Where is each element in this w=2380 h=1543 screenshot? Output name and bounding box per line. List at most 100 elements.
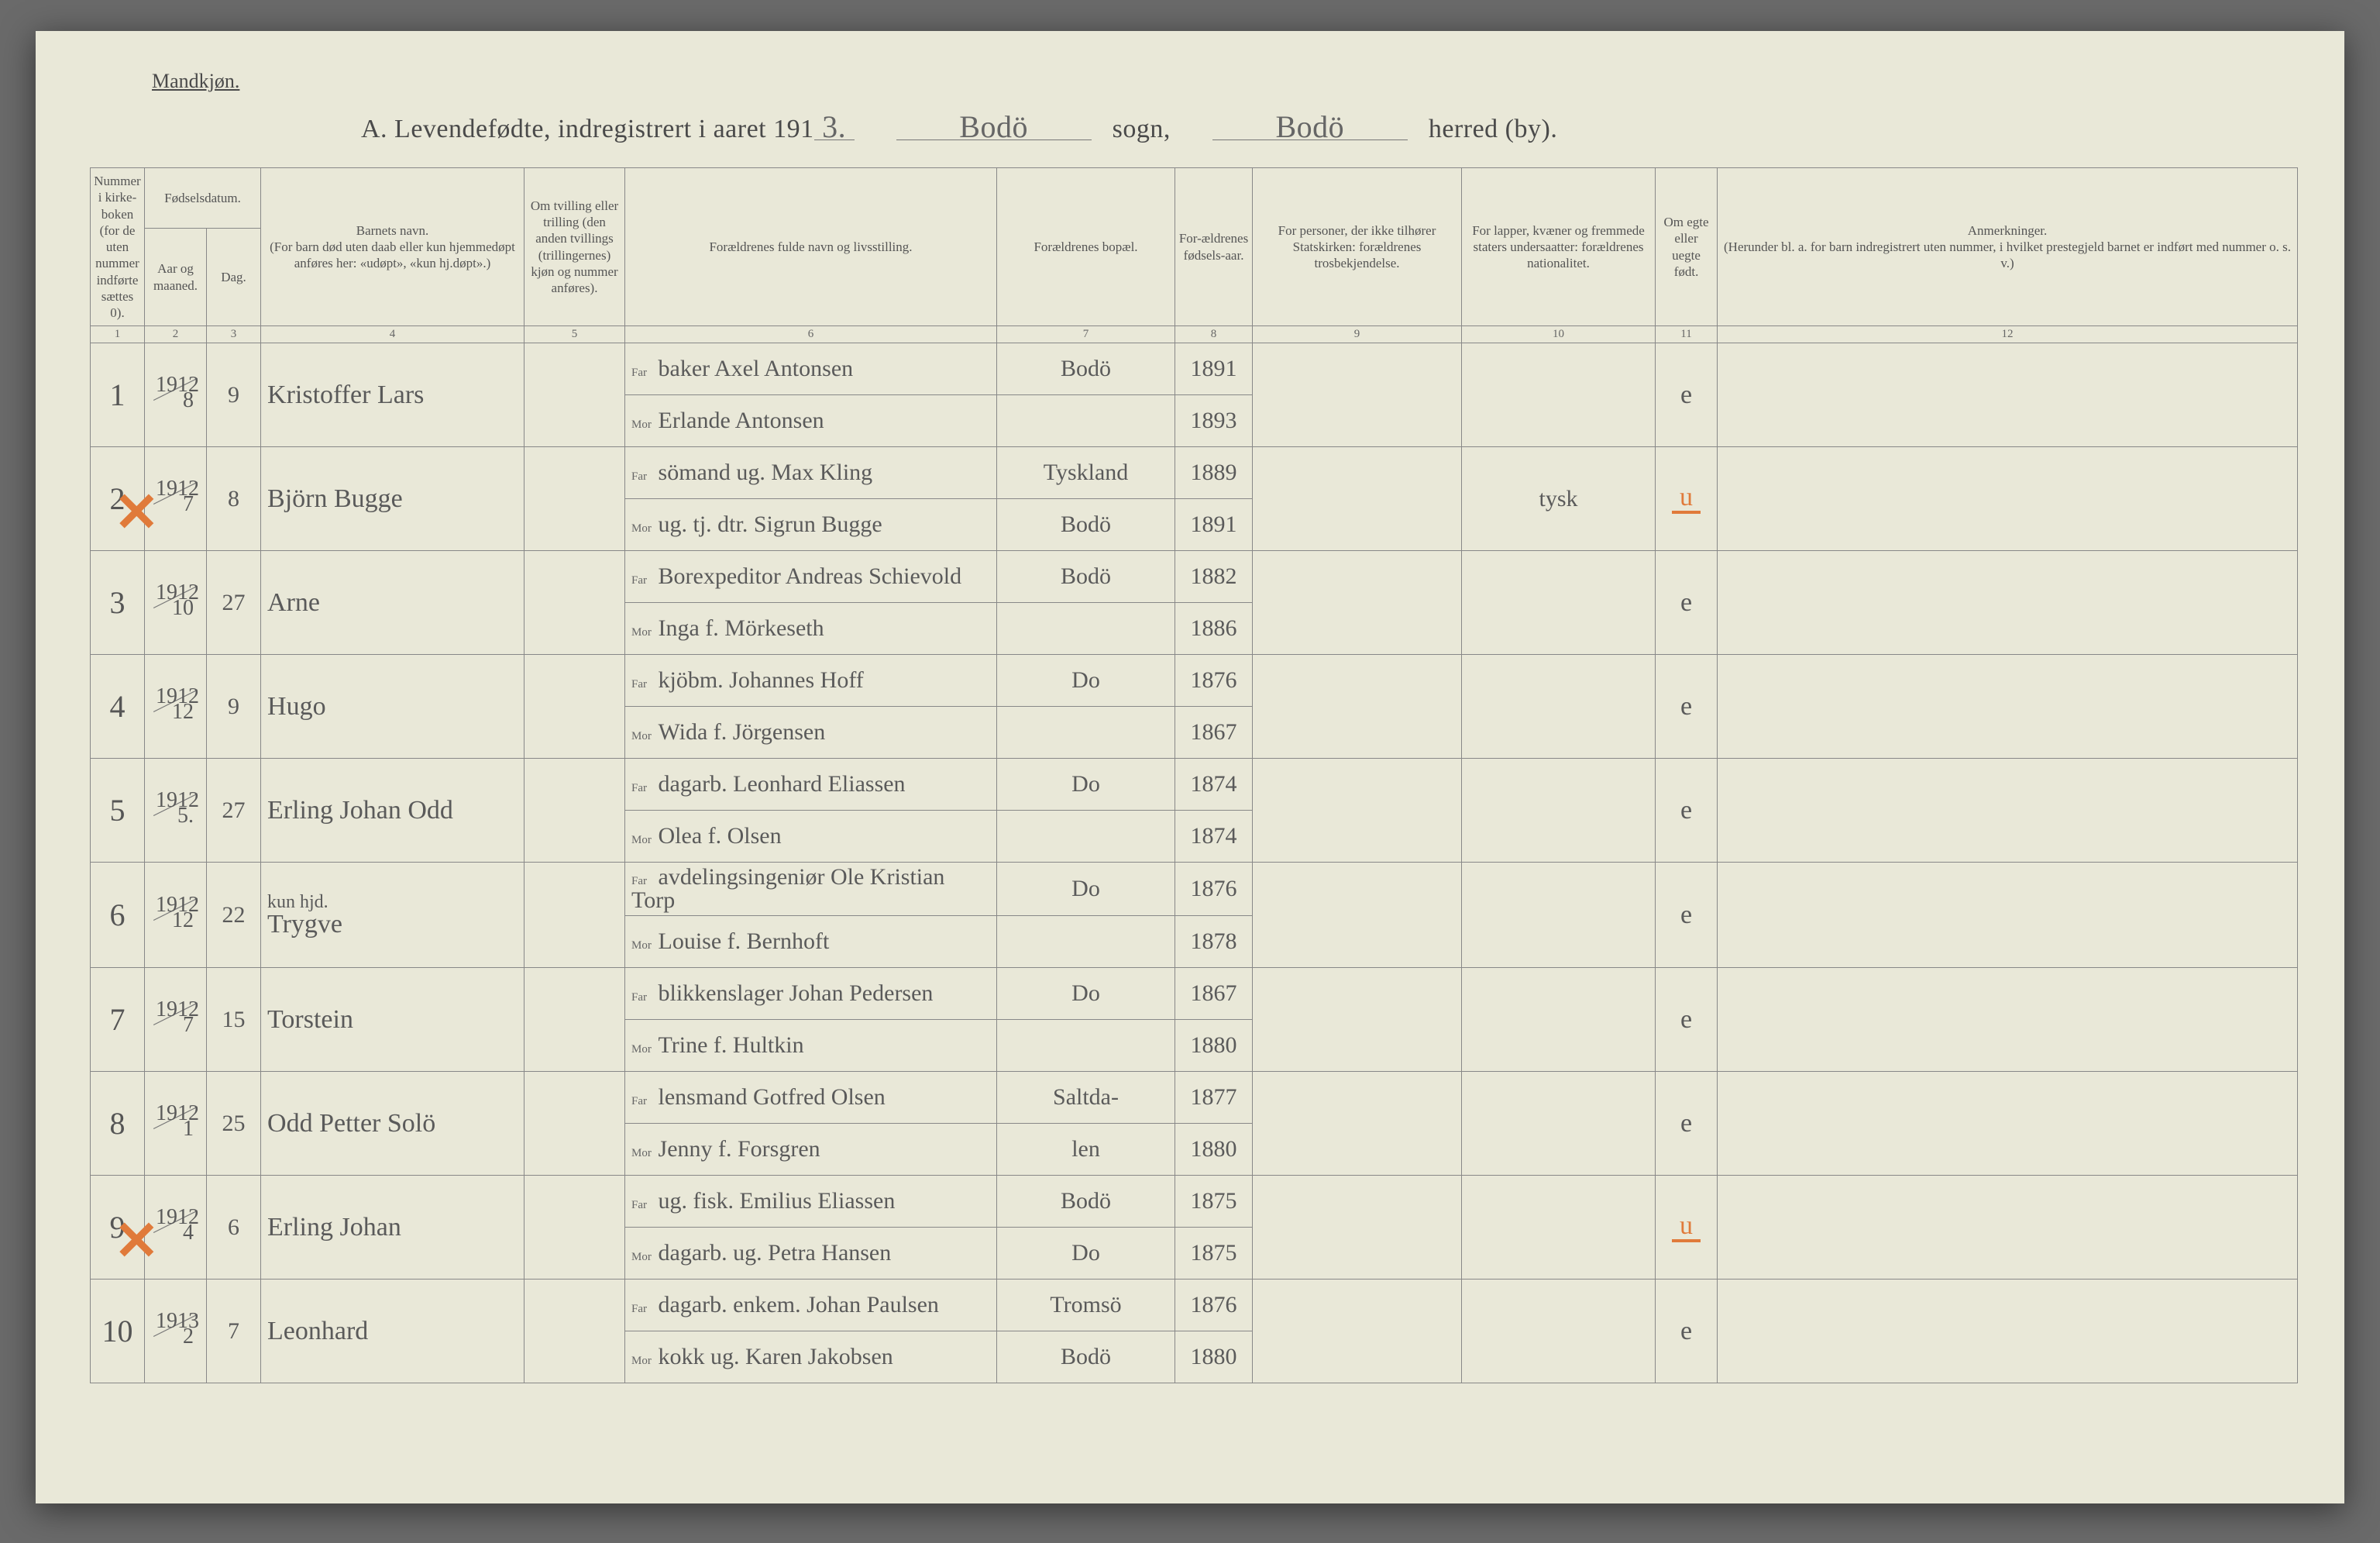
father-cell: Far lensmand Gotfred Olsen (625, 1072, 997, 1124)
mother-birthyear: 1875 (1175, 1228, 1253, 1280)
mother-place-value: Bodö (1061, 511, 1111, 537)
father-cell: Far sömand ug. Max Kling (625, 447, 997, 499)
mother-birthyear-value: 1880 (1191, 1344, 1237, 1369)
legitimacy-value: u (1672, 1213, 1701, 1242)
nationality-cell (1462, 863, 1656, 968)
far-label: Far (631, 367, 655, 380)
child-name-cell: Arne (261, 551, 524, 655)
entry-number-value: 10 (102, 1314, 133, 1348)
far-label: Far (631, 1199, 655, 1212)
column-number-row: 1 2 3 4 5 6 7 8 9 10 11 12 (91, 326, 2298, 343)
father-birthyear-value: 1867 (1191, 980, 1237, 1006)
colnum: 6 (625, 326, 997, 343)
mother-cell: Mor Olea f. Olsen (625, 811, 997, 863)
birth-day-value: 22 (222, 902, 246, 928)
child-name-cell: Odd Petter Solö (261, 1072, 524, 1176)
religion-cell (1253, 343, 1462, 447)
birth-month: 4 (183, 1221, 194, 1245)
mother-name: Erlande Antonsen (659, 408, 824, 433)
father-birthyear-value: 1889 (1191, 460, 1237, 485)
father-name: blikkenslager Johan Pedersen (659, 980, 934, 1006)
title-line: A. Levendefødte, indregistrert i aaret 1… (361, 115, 2298, 144)
birth-day-value: 25 (222, 1111, 246, 1136)
birth-day-value: 9 (228, 694, 239, 719)
col-header-4: Barnets navn. (For barn død uten daab el… (261, 168, 524, 326)
mother-birthyear: 1893 (1175, 395, 1253, 447)
entry-number-value: 4 (110, 689, 126, 724)
father-birthyear-value: 1891 (1191, 356, 1237, 381)
remarks-cell (1718, 1280, 2298, 1383)
birth-day-value: 27 (222, 590, 246, 615)
mother-name: dagarb. ug. Petra Hansen (659, 1240, 892, 1266)
child-name: Erling Johan Odd (267, 796, 453, 825)
herred-label: herred (by). (1429, 115, 1557, 143)
entry-number: 5 (91, 759, 145, 863)
father-birthyear: 1876 (1175, 863, 1253, 916)
birth-month: 12 (172, 908, 194, 933)
mother-birthyear-value: 1874 (1191, 823, 1237, 849)
birth-day: 8 (207, 447, 261, 551)
father-birthyear-value: 1876 (1191, 876, 1237, 901)
colnum: 8 (1175, 326, 1253, 343)
mother-name: kokk ug. Karen Jakobsen (659, 1344, 893, 1369)
religion-cell (1253, 1072, 1462, 1176)
mother-birthyear: 1880 (1175, 1331, 1253, 1383)
father-place-value: Bodö (1061, 563, 1111, 589)
child-name: Kristoffer Lars (267, 381, 424, 409)
father-cell: Far blikkenslager Johan Pedersen (625, 968, 997, 1020)
nationality-cell (1462, 1280, 1656, 1383)
father-cell: Far dagarb. enkem. Johan Paulsen (625, 1280, 997, 1331)
legitimacy-cell: u (1656, 1176, 1718, 1280)
far-label: Far (631, 1095, 655, 1108)
birth-day: 25 (207, 1072, 261, 1176)
birth-year-month: 1912 8 (145, 343, 207, 447)
father-birthyear: 1876 (1175, 655, 1253, 707)
father-place: Tromsö (997, 1280, 1175, 1331)
father-place-value: Do (1071, 667, 1100, 693)
colnum: 4 (261, 326, 524, 343)
religion-cell (1253, 759, 1462, 863)
mother-cell: Mor kokk ug. Karen Jakobsen (625, 1331, 997, 1383)
nationality-value: tysk (1539, 486, 1578, 511)
birth-year-month: 1913 2 (145, 1280, 207, 1383)
nationality-cell (1462, 1072, 1656, 1176)
entry-number-value: 8 (110, 1106, 126, 1141)
entry-number: 9✕ (91, 1176, 145, 1280)
father-birthyear: 1875 (1175, 1176, 1253, 1228)
mother-birthyear-value: 1886 (1191, 615, 1237, 641)
table-row: 10 1913 2 7LeonhardFar dagarb. enkem. Jo… (91, 1280, 2298, 1331)
mother-birthyear-value: 1878 (1191, 928, 1237, 954)
register-table: Nummer i kirke-boken (for de uten nummer… (90, 167, 2298, 1383)
father-cell: Far avdelingsingeniør Ole Kristian Torp (625, 863, 997, 916)
legitimacy-cell: e (1656, 343, 1718, 447)
col-header-12: Anmerkninger. (Herunder bl. a. for barn … (1718, 168, 2298, 326)
herred-handwritten: Bodö (1212, 115, 1408, 140)
mother-birthyear-value: 1891 (1191, 511, 1237, 537)
mother-birthyear: 1878 (1175, 916, 1253, 968)
mor-label: Mor (631, 418, 655, 432)
mother-cell: Mor Jenny f. Forsgren (625, 1124, 997, 1176)
far-label: Far (631, 991, 655, 1004)
father-name: dagarb. enkem. Johan Paulsen (659, 1292, 939, 1317)
col-header-2-group: Fødselsdatum. (145, 168, 261, 229)
remarks-cell (1718, 551, 2298, 655)
entry-number: 6 (91, 863, 145, 968)
birth-day: 27 (207, 759, 261, 863)
col-header-1: Nummer i kirke-boken (for de uten nummer… (91, 168, 145, 326)
birth-day: 27 (207, 551, 261, 655)
mother-birthyear-value: 1875 (1191, 1240, 1237, 1266)
father-birthyear-value: 1875 (1191, 1188, 1237, 1214)
father-place: Do (997, 759, 1175, 811)
colnum: 10 (1462, 326, 1656, 343)
mor-label: Mor (631, 834, 655, 847)
table-row: 5 1912 5. 27Erling Johan OddFar dagarb. … (91, 759, 2298, 811)
child-name-cell: Erling Johan (261, 1176, 524, 1280)
col-header-8: For-ældrenes fødsels-aar. (1175, 168, 1253, 326)
mother-birthyear: 1880 (1175, 1124, 1253, 1176)
remarks-cell (1718, 343, 2298, 447)
far-label: Far (631, 1303, 655, 1316)
far-label: Far (631, 875, 655, 888)
child-name-cell: Kristoffer Lars (261, 343, 524, 447)
mother-name: Inga f. Mörkeseth (659, 615, 824, 641)
col-header-9: For personer, der ikke tilhører Statskir… (1253, 168, 1462, 326)
